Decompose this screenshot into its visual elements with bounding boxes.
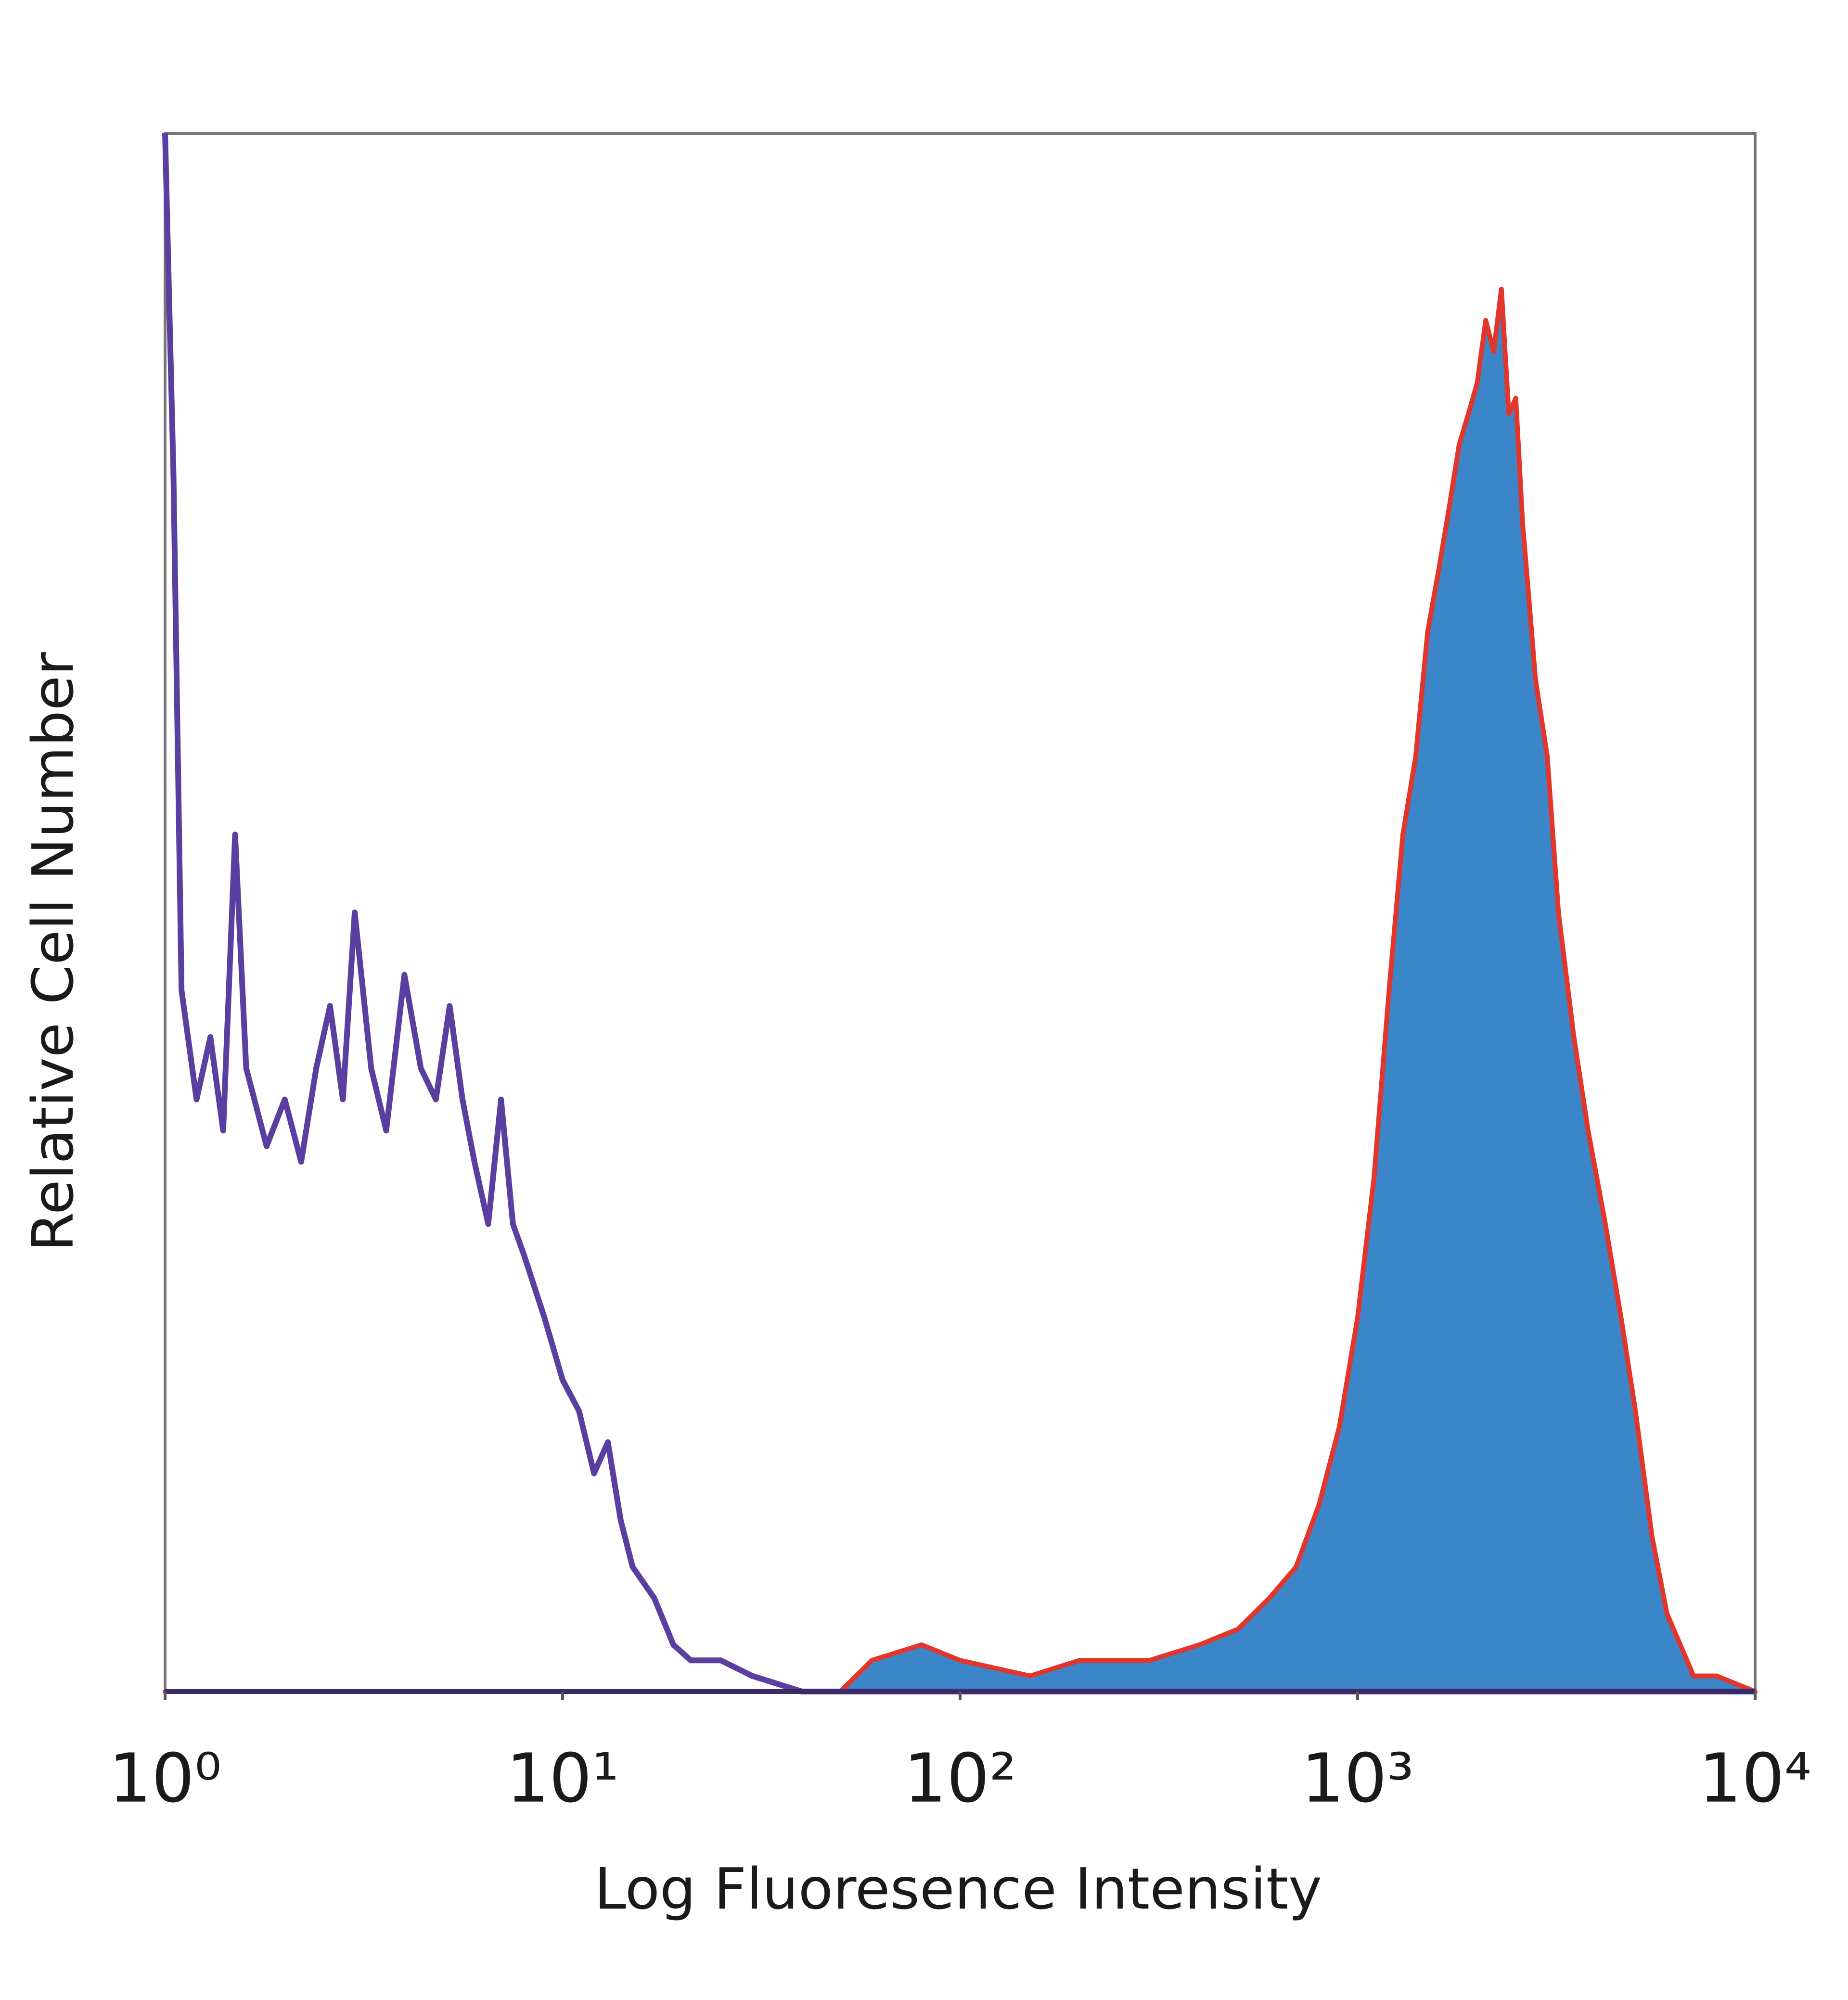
x-tick-label: 10²	[904, 1740, 1016, 1818]
histogram-area	[163, 286, 1758, 1694]
x-tick-label: 10⁰	[109, 1740, 221, 1818]
x-tick-label: 10⁴	[1699, 1740, 1811, 1818]
x-axis-label: Log Fluoresence Intensity	[594, 1856, 1322, 1922]
x-tick-label: 10¹	[506, 1740, 619, 1818]
y-axis-label: Relative Cell Number	[20, 652, 86, 1252]
x-tick-label: 10³	[1301, 1740, 1414, 1818]
